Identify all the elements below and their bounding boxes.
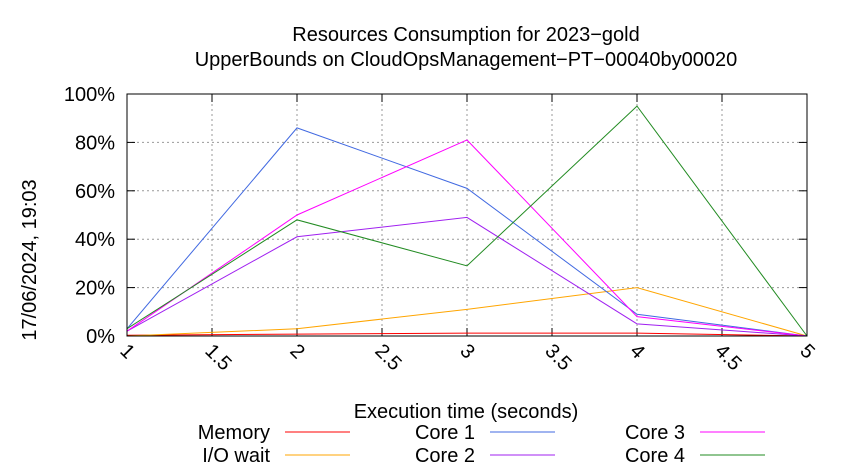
y-axis: 0% 20% 40% 60% 80% 100% (64, 84, 807, 348)
chart-subtitle: UpperBounds on CloudOpsManagement−PT−000… (195, 49, 738, 71)
x-tick-label: 3.5 (540, 340, 575, 375)
legend-label: Memory (198, 422, 270, 444)
y-tick-label: 100% (64, 84, 115, 106)
y-tick-label: 0% (86, 326, 115, 348)
series-line-memory (126, 332, 808, 337)
series-line-core-1 (126, 127, 808, 337)
x-tick-label: 4.5 (710, 340, 745, 375)
x-tick-label: 1 (115, 340, 138, 363)
y-tick-label: 80% (75, 132, 115, 154)
series-line-i-o-wait (126, 287, 808, 337)
timestamp: 17/06/2024, 19:03 (19, 179, 41, 340)
x-tick-label: 4 (625, 340, 648, 363)
x-tick-label: 5 (795, 340, 818, 363)
legend-label: Core 4 (625, 445, 685, 467)
plot-frame (126, 93, 808, 337)
legend-label: Core 1 (415, 422, 475, 444)
y-tick-label: 20% (75, 278, 115, 300)
y-tick-label: 40% (75, 229, 115, 251)
legend-label: I/O wait (202, 445, 270, 467)
series-line-core-2 (126, 216, 808, 337)
grid (126, 93, 808, 337)
x-axis-label: Execution time (seconds) (354, 401, 579, 423)
x-tick-label: 2 (285, 340, 308, 363)
series-line-core-4 (126, 105, 808, 337)
y-tick-label: 60% (75, 181, 115, 203)
x-tick-label: 1.5 (200, 340, 235, 375)
legend-label: Core 3 (625, 422, 685, 444)
x-tick-label: 3 (455, 340, 478, 363)
legend-label: Core 2 (415, 445, 475, 467)
chart-title: Resources Consumption for 2023−gold (292, 24, 639, 46)
series-line-core-3 (126, 139, 808, 337)
series-lines (126, 105, 808, 337)
x-tick-label: 2.5 (370, 340, 405, 375)
